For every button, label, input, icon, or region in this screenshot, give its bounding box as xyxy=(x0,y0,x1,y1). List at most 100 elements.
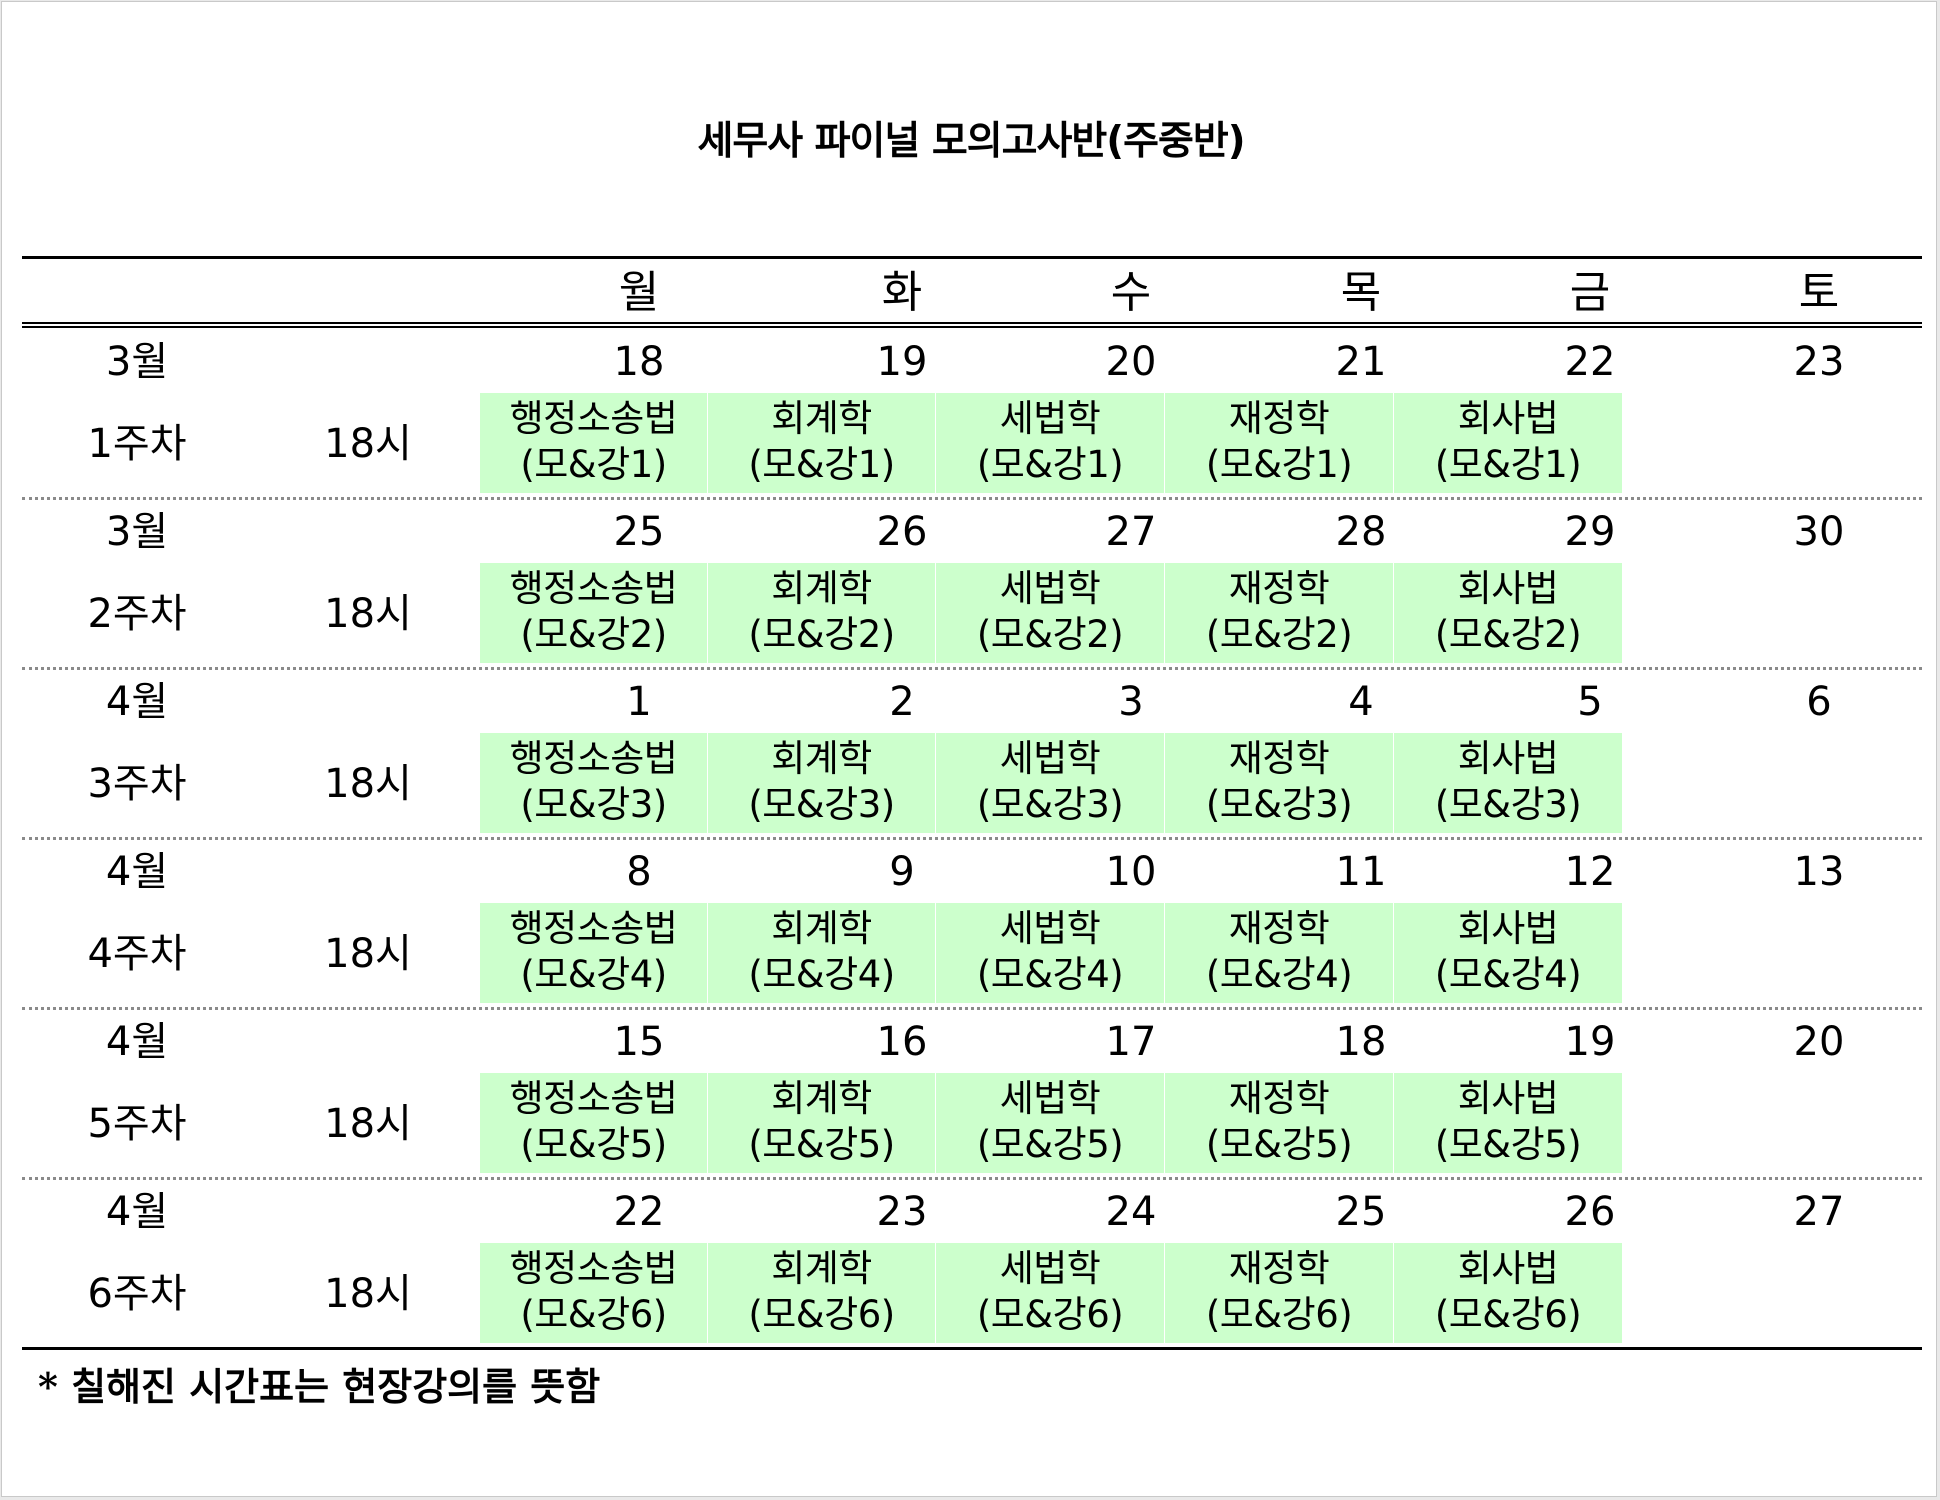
date-number: 20 xyxy=(1793,1019,1845,1065)
date-number: 22 xyxy=(1564,339,1616,385)
lecture-detail: (모&강4) xyxy=(748,953,895,996)
date-number: 10 xyxy=(1105,849,1157,895)
date-number: 9 xyxy=(889,849,915,895)
lecture-cell: 행정소송법 (모&강4) xyxy=(480,903,707,1003)
lecture-subject: 행정소송법 xyxy=(509,907,678,950)
date-number: 21 xyxy=(1335,339,1387,385)
lecture-detail: (모&강3) xyxy=(1434,783,1582,826)
lecture-detail: (모&강1) xyxy=(748,443,895,486)
week-label: 5주차 xyxy=(87,1101,187,1147)
lecture-subject: 회계학 xyxy=(771,397,872,440)
lecture-subject: 회사법 xyxy=(1457,567,1559,610)
lecture-detail: (모&강6) xyxy=(1434,1293,1582,1336)
lecture-cell: 세법학 (모&강3) xyxy=(936,733,1164,833)
lecture-detail: (모&강5) xyxy=(1434,1123,1582,1166)
day-header-sat: 토 xyxy=(1798,267,1840,318)
date-number: 30 xyxy=(1793,509,1845,555)
time-label: 18시 xyxy=(324,591,412,637)
date-number: 26 xyxy=(1564,1189,1616,1235)
date-number: 23 xyxy=(1793,339,1845,385)
lecture-subject: 세법학 xyxy=(999,1247,1101,1290)
lecture-cell: 회사법 (모&강1) xyxy=(1394,393,1622,493)
lecture-detail: (모&강2) xyxy=(520,613,667,656)
lecture-subject: 행정소송법 xyxy=(509,567,678,610)
lecture-detail: (모&강4) xyxy=(1434,953,1582,996)
day-header-thu: 목 xyxy=(1340,267,1382,318)
week-label: 6주차 xyxy=(87,1271,187,1317)
page-title: 세무사 파이널 모의고사반(주중반) xyxy=(697,119,1245,164)
lecture-cell: 행정소송법 (모&강2) xyxy=(480,563,707,663)
lecture-cell: 회계학 (모&강5) xyxy=(708,1073,935,1173)
lecture-cell: 회계학 (모&강4) xyxy=(708,903,935,1003)
month-label: 4월 xyxy=(105,1019,169,1065)
date-number: 8 xyxy=(626,849,652,895)
lecture-cell: 회사법 (모&강6) xyxy=(1394,1243,1622,1343)
week-label: 1주차 xyxy=(87,421,187,467)
date-number: 25 xyxy=(613,509,665,555)
lecture-subject: 행정소송법 xyxy=(509,1077,678,1120)
lecture-cell: 행정소송법 (모&강6) xyxy=(480,1243,707,1343)
date-number: 3 xyxy=(1118,679,1144,725)
day-header-row: 월 화 수 목 금 토 xyxy=(22,256,1922,328)
lecture-detail: (모&강5) xyxy=(520,1123,667,1166)
lecture-detail: (모&강3) xyxy=(520,783,667,826)
lecture-cell: 세법학 (모&강4) xyxy=(936,903,1164,1003)
lecture-cell: 재정학 (모&강3) xyxy=(1165,733,1393,833)
lecture-subject: 회계학 xyxy=(771,1077,872,1120)
month-label: 4월 xyxy=(105,849,169,895)
lecture-detail: (모&강6) xyxy=(1205,1293,1353,1336)
lecture-cell: 세법학 (모&강5) xyxy=(936,1073,1164,1173)
date-number: 15 xyxy=(613,1019,665,1065)
month-label: 4월 xyxy=(105,679,169,725)
date-number: 27 xyxy=(1793,1189,1845,1235)
lecture-cell: 세법학 (모&강6) xyxy=(936,1243,1164,1343)
week-row: 행정소송법 (모&강6) 회계학 (모&강6) 세법학 (모&강6) 재정학 (모&강6) 회사… xyxy=(22,1180,1922,1350)
lecture-subject: 세법학 xyxy=(999,397,1101,440)
date-number: 11 xyxy=(1335,849,1387,895)
lecture-subject: 행정소송법 xyxy=(509,1247,678,1290)
date-number: 1 xyxy=(626,679,652,725)
lecture-subject: 세법학 xyxy=(999,567,1101,610)
date-number: 16 xyxy=(876,1019,928,1065)
lecture-cell: 회계학 (모&강1) xyxy=(708,393,935,493)
lecture-cell: 회사법 (모&강4) xyxy=(1394,903,1622,1003)
date-number: 18 xyxy=(1335,1019,1387,1065)
lecture-subject: 재정학 xyxy=(1228,397,1330,440)
date-number: 25 xyxy=(1335,1189,1387,1235)
lecture-detail: (모&강3) xyxy=(748,783,895,826)
week-row: 행정소송법 (모&강1) 회계학 (모&강1) 세법학 (모&강1) 재정학 (모&강1) 회사… xyxy=(22,330,1922,500)
lecture-subject: 행정소송법 xyxy=(509,737,678,780)
lecture-subject: 재정학 xyxy=(1228,907,1330,950)
lecture-subject: 세법학 xyxy=(999,1077,1101,1120)
lecture-subject: 세법학 xyxy=(999,737,1101,780)
lecture-cell: 재정학 (모&강6) xyxy=(1165,1243,1393,1343)
date-number: 17 xyxy=(1105,1019,1157,1065)
week-label: 3주차 xyxy=(87,761,187,807)
date-number: 24 xyxy=(1105,1189,1157,1235)
time-label: 18시 xyxy=(324,761,412,807)
lecture-cell: 재정학 (모&강4) xyxy=(1165,903,1393,1003)
lecture-subject: 재정학 xyxy=(1228,737,1330,780)
week-label: 4주차 xyxy=(87,931,187,977)
date-number: 29 xyxy=(1564,509,1616,555)
lecture-cell: 회계학 (모&강3) xyxy=(708,733,935,833)
date-number: 5 xyxy=(1577,679,1603,725)
lecture-detail: (모&강4) xyxy=(976,953,1124,996)
lecture-detail: (모&강4) xyxy=(520,953,667,996)
lecture-subject: 회사법 xyxy=(1457,1077,1559,1120)
lecture-subject: 회사법 xyxy=(1457,397,1559,440)
date-number: 28 xyxy=(1335,509,1387,555)
date-number: 19 xyxy=(1564,1019,1616,1065)
footnote: * 칠해진 시간표는 현장강의를 뜻함 xyxy=(38,1364,601,1409)
lecture-detail: (모&강3) xyxy=(976,783,1124,826)
date-number: 18 xyxy=(613,339,665,385)
week-row: 행정소송법 (모&강5) 회계학 (모&강5) 세법학 (모&강5) 재정학 (모&강5) 회사… xyxy=(22,1010,1922,1180)
lecture-detail: (모&강5) xyxy=(748,1123,895,1166)
lecture-cell: 행정소송법 (모&강3) xyxy=(480,733,707,833)
day-header-tue: 화 xyxy=(881,267,923,318)
lecture-detail: (모&강2) xyxy=(1205,613,1353,656)
lecture-subject: 행정소송법 xyxy=(509,397,678,440)
lecture-detail: (모&강6) xyxy=(748,1293,895,1336)
lecture-subject: 세법학 xyxy=(999,907,1101,950)
